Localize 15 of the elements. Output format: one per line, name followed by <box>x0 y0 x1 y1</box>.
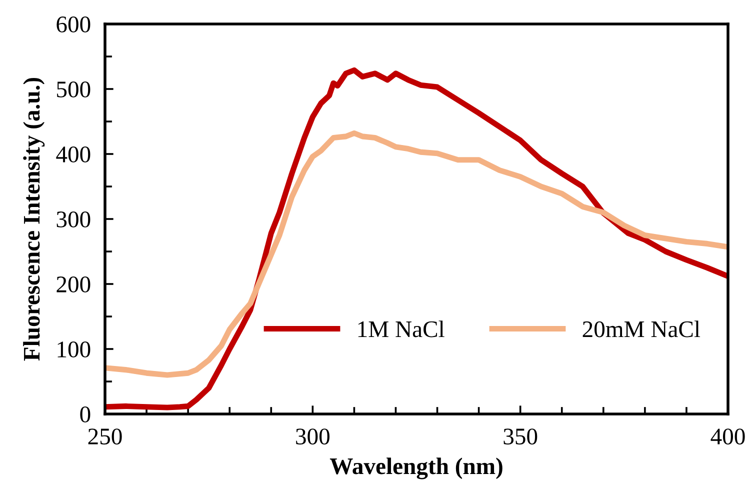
x-tick-label: 300 <box>296 428 330 445</box>
x-tick-label: 250 <box>88 428 122 445</box>
x-tick-label: 350 <box>504 428 538 445</box>
y-tick-label: 600 <box>56 16 90 32</box>
y-tick-label: 100 <box>58 341 90 358</box>
legend-label: 1M NaCl <box>358 320 444 338</box>
y-axis-title: Fluorescence Intensity (a.u.) <box>23 78 45 361</box>
y-tick-label: 200 <box>56 276 90 292</box>
y-tick-label: 400 <box>56 146 90 162</box>
x-axis-title: Wavelength (nm) <box>330 458 502 480</box>
y-tick-label: 500 <box>57 81 90 98</box>
y-tick-label: 300 <box>56 211 90 228</box>
legend-label: 20mM NaCl <box>582 320 700 338</box>
x-tick-label: 400 <box>710 428 745 445</box>
y-tick-label: 0 <box>80 406 90 422</box>
